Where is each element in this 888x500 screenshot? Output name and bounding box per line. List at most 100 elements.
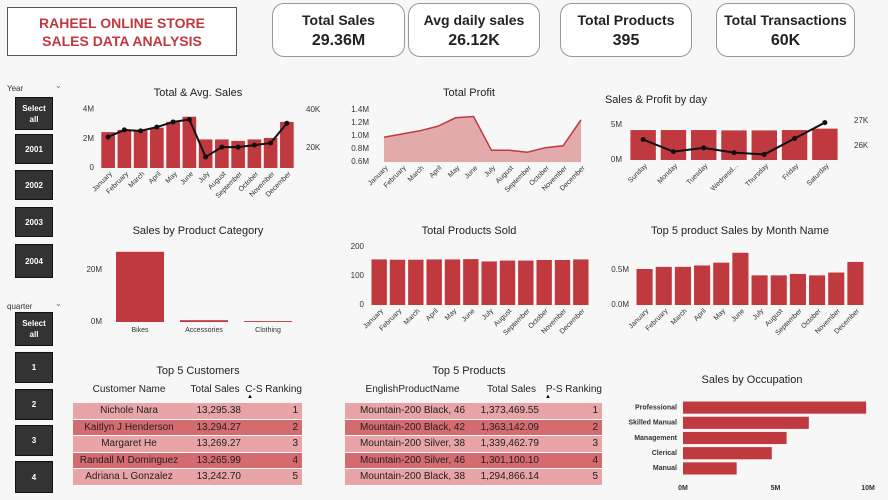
bar: [690, 130, 717, 160]
x-tick-label: Bikes: [131, 327, 149, 334]
slicer-button[interactable]: 1: [15, 352, 53, 383]
table-header: Customer Name Total Sales C-S Ranking: [73, 381, 302, 398]
slicer-button[interactable]: 3: [15, 425, 53, 456]
table-cell: 1,373,469.55: [480, 405, 539, 417]
x-tick-label: April: [425, 307, 440, 322]
line-marker: [154, 124, 160, 130]
table-cell: 13,242.70: [196, 471, 242, 483]
table-title: Top 5 Products: [432, 365, 506, 377]
bar: [247, 139, 262, 168]
y-tick-label: 0.8M: [351, 144, 369, 153]
y-tick-label: 5M: [611, 120, 622, 129]
bar: [280, 121, 294, 168]
line-marker: [203, 154, 209, 160]
line-marker: [186, 116, 192, 122]
slicer-button[interactable]: 2002: [15, 170, 53, 200]
bar: [166, 121, 180, 168]
x-tick-label: March: [670, 308, 689, 327]
y2-tick-label: 20K: [306, 143, 321, 152]
table-cell: Mountain-200 Silver, 38: [359, 438, 466, 450]
chart-title: Top 5 product Sales by Month Name: [651, 225, 829, 237]
chart-title: Sales by Product Category: [133, 225, 264, 237]
x-tick-label: April: [693, 307, 708, 322]
table-cell: 13,294.27: [196, 421, 242, 433]
slicer-button[interactable]: 4: [15, 461, 53, 493]
table-cell: Mountain-200 Black, 42: [359, 421, 466, 433]
table-cell: 5: [292, 471, 298, 483]
bar: [674, 266, 691, 305]
table-cell: 4: [592, 454, 598, 466]
table-header: EnglishProductName Total Sales P-S Ranking: [345, 381, 602, 398]
y-tick-label: 0M: [611, 155, 622, 164]
slicer-label: Year: [7, 84, 24, 93]
bar: [116, 251, 164, 322]
x-tick-label: April: [148, 170, 163, 185]
slicer-button[interactable]: 2004: [15, 244, 53, 278]
kpi-value: 29.36M: [311, 32, 366, 49]
x-tick-label: May: [444, 307, 459, 322]
table-cell: 3: [592, 438, 598, 450]
x-tick-label: Wednesd...: [710, 163, 740, 193]
y-tick-label: 0.5M: [611, 265, 629, 274]
bar: [101, 132, 115, 168]
table-cell: Nichole Nara: [100, 405, 158, 417]
kpi-value: 60K: [770, 32, 801, 49]
slicer-button[interactable]: Select all: [15, 97, 53, 130]
x-tick-label: Sunday: [627, 162, 649, 184]
slicer-button[interactable]: 2001: [15, 134, 53, 164]
y-tick-label: Manual: [653, 465, 677, 472]
line-marker: [670, 149, 676, 155]
line-marker: [170, 119, 176, 125]
line-marker: [761, 151, 767, 157]
table-row: Kaitlyn J Henderson 13,294.27 2: [73, 419, 302, 436]
dashboard-title: RAHEEL ONLINE STORE SALES DATA ANALYSIS: [7, 7, 237, 56]
x-tick-label: July: [481, 307, 495, 321]
x-tick-label: Tuesday: [686, 162, 710, 186]
x-tick-label: July: [752, 307, 766, 321]
x-tick-label: Monday: [657, 162, 680, 185]
bar: [133, 130, 148, 168]
slicer-chevron: ⌄: [55, 299, 62, 308]
bar: [444, 259, 461, 305]
x-tick-label: Thursday: [744, 162, 770, 188]
slicer-button[interactable]: Select all: [15, 312, 53, 346]
bar: [789, 273, 806, 305]
bar: [371, 259, 387, 305]
column-header: C-S Ranking: [245, 383, 302, 395]
y-tick-label: 4M: [83, 105, 94, 114]
line-marker: [640, 137, 646, 143]
bar: [683, 462, 737, 475]
column-header: Customer Name: [92, 383, 166, 395]
table-cell: 13,295.38: [196, 405, 242, 417]
y-tick-label: Skilled Manual: [628, 420, 677, 427]
line-marker: [701, 145, 707, 151]
table-cell: 1: [592, 405, 598, 417]
slicer-button[interactable]: 2003: [15, 207, 53, 237]
table-cell: 3: [292, 438, 298, 450]
table-cell: 13,265.99: [196, 454, 242, 466]
x-tick-label: July: [483, 164, 497, 178]
x-tick-label: March: [407, 165, 426, 184]
x-tick-label: May: [447, 164, 462, 179]
table-row: Mountain-200 Black, 38 1,294,866.14 5: [345, 469, 602, 486]
table-row: Nichole Nara 13,295.38 1: [73, 403, 302, 420]
x-tick-label: June: [179, 171, 195, 187]
bar: [751, 275, 768, 305]
bar: [215, 139, 229, 168]
kpi-label: Total Sales: [302, 12, 375, 28]
table-cell: 5: [592, 471, 598, 483]
slicer-button[interactable]: 2: [15, 389, 53, 420]
bar: [809, 275, 826, 305]
x-tick-label: 5M: [771, 485, 781, 492]
y-tick-label: Professional: [635, 404, 677, 411]
bar: [499, 260, 516, 305]
line-marker: [731, 150, 737, 156]
line-marker: [138, 128, 144, 134]
bar: [630, 130, 656, 160]
area: [383, 116, 582, 162]
chart-title: Total Products Sold: [422, 225, 517, 237]
x-tick-label: April: [429, 164, 444, 179]
table-cell: Mountain-200 Silver, 46: [359, 454, 466, 466]
x-tick-label: June: [464, 165, 480, 181]
